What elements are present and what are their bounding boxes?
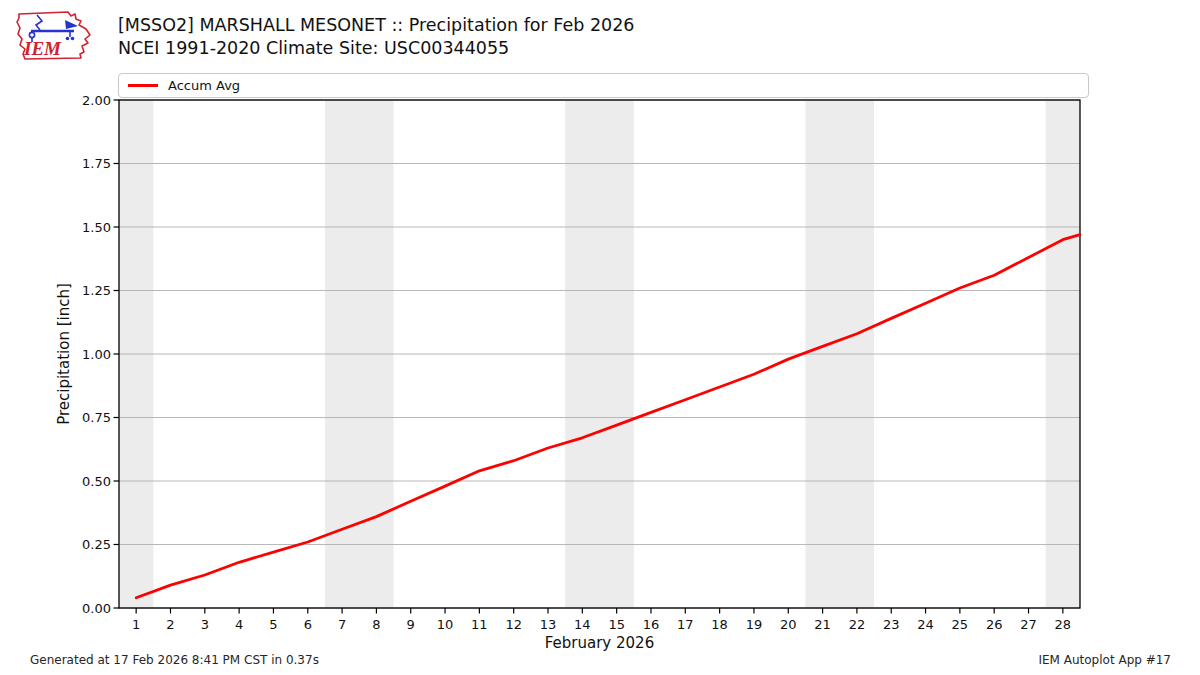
x-tick-label: 4 bbox=[235, 617, 243, 632]
x-tick-label: 2 bbox=[166, 617, 174, 632]
x-tick-label: 11 bbox=[471, 617, 488, 632]
x-tick-label: 17 bbox=[677, 617, 694, 632]
y-tick-label: 1.75 bbox=[82, 156, 111, 171]
x-axis-label: February 2026 bbox=[0, 634, 1199, 652]
y-tick-label: 2.00 bbox=[82, 93, 111, 108]
footer-app-text: IEM Autoplot App #17 bbox=[1038, 653, 1171, 667]
x-tick-label: 6 bbox=[304, 617, 312, 632]
x-tick-label: 10 bbox=[437, 617, 454, 632]
footer-generated-text: Generated at 17 Feb 2026 8:41 PM CST in … bbox=[30, 653, 319, 667]
y-tick-label: 0.50 bbox=[82, 474, 111, 489]
x-tick-label: 20 bbox=[780, 617, 797, 632]
x-tick-label: 22 bbox=[849, 617, 866, 632]
x-tick-label: 23 bbox=[883, 617, 900, 632]
iem-autoplot-page: IEM [MSSO2] MARSHALL MESONET :: Precipit… bbox=[0, 0, 1200, 675]
x-tick-label: 26 bbox=[986, 617, 1003, 632]
x-tick-label: 9 bbox=[407, 617, 415, 632]
x-tick-label: 12 bbox=[505, 617, 522, 632]
y-tick-label: 1.50 bbox=[82, 220, 111, 235]
x-tick-label: 3 bbox=[201, 617, 209, 632]
y-tick-label: 0.00 bbox=[82, 601, 111, 616]
x-tick-label: 14 bbox=[574, 617, 591, 632]
x-tick-label: 5 bbox=[269, 617, 277, 632]
x-tick-label: 13 bbox=[540, 617, 557, 632]
y-tick-label: 0.25 bbox=[82, 537, 111, 552]
x-tick-label: 7 bbox=[338, 617, 346, 632]
x-tick-label: 19 bbox=[746, 617, 763, 632]
x-tick-label: 24 bbox=[917, 617, 934, 632]
x-tick-label: 16 bbox=[643, 617, 660, 632]
x-tick-label: 15 bbox=[608, 617, 625, 632]
y-axis-label: Precipitation [inch] bbox=[55, 283, 73, 425]
precipitation-chart: 0.000.250.500.751.001.251.501.752.001234… bbox=[0, 0, 1200, 675]
y-tick-label: 0.75 bbox=[82, 410, 111, 425]
x-tick-label: 25 bbox=[952, 617, 969, 632]
x-tick-label: 18 bbox=[711, 617, 728, 632]
x-tick-label: 21 bbox=[814, 617, 831, 632]
x-tick-label: 28 bbox=[1055, 617, 1072, 632]
x-tick-label: 8 bbox=[372, 617, 380, 632]
x-tick-label: 1 bbox=[132, 617, 140, 632]
y-tick-label: 1.25 bbox=[82, 283, 111, 298]
x-tick-label: 27 bbox=[1020, 617, 1037, 632]
y-tick-label: 1.00 bbox=[82, 347, 111, 362]
